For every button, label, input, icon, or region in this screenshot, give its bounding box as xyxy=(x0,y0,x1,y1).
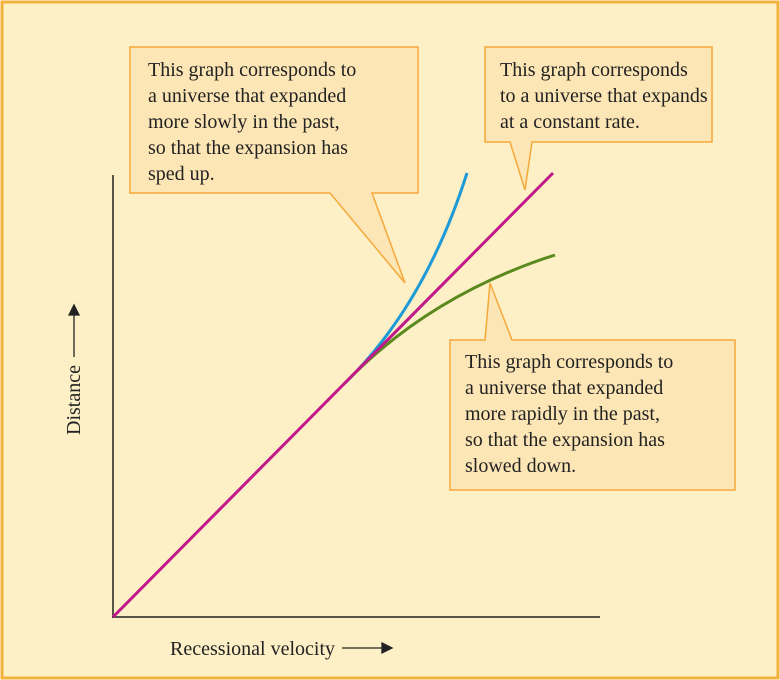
callout-box xyxy=(129,46,419,284)
text-line: more slowly in the past, xyxy=(148,111,340,133)
text-line: more rapidly in the past, xyxy=(465,403,660,425)
text-line: This graph corresponds xyxy=(500,59,688,81)
y-axis-label: Distance xyxy=(63,365,85,435)
x-axis-label: Recessional velocity xyxy=(170,638,335,660)
callout-text: This graph corresponds to a universe tha… xyxy=(148,59,708,477)
constant-line xyxy=(111,171,555,619)
callout-box xyxy=(484,46,713,191)
x-axis-arrow xyxy=(342,641,394,655)
text-line: so that the expansion has xyxy=(148,137,348,159)
text-line: This graph corresponds to xyxy=(148,59,356,81)
text-line: This graph corresponds to xyxy=(465,351,673,373)
text-line: a universe that expanded xyxy=(148,85,346,107)
y-axis-arrow xyxy=(67,303,81,358)
callout-box xyxy=(449,282,736,491)
text-line: at a constant rate. xyxy=(500,111,640,133)
text-line: sped up. xyxy=(148,163,215,185)
text-line: to a universe that expands xyxy=(500,85,708,107)
text-line: a universe that expanded xyxy=(465,377,663,399)
text-line: so that the expansion has xyxy=(465,429,665,451)
text-line: slowed down. xyxy=(465,455,576,477)
